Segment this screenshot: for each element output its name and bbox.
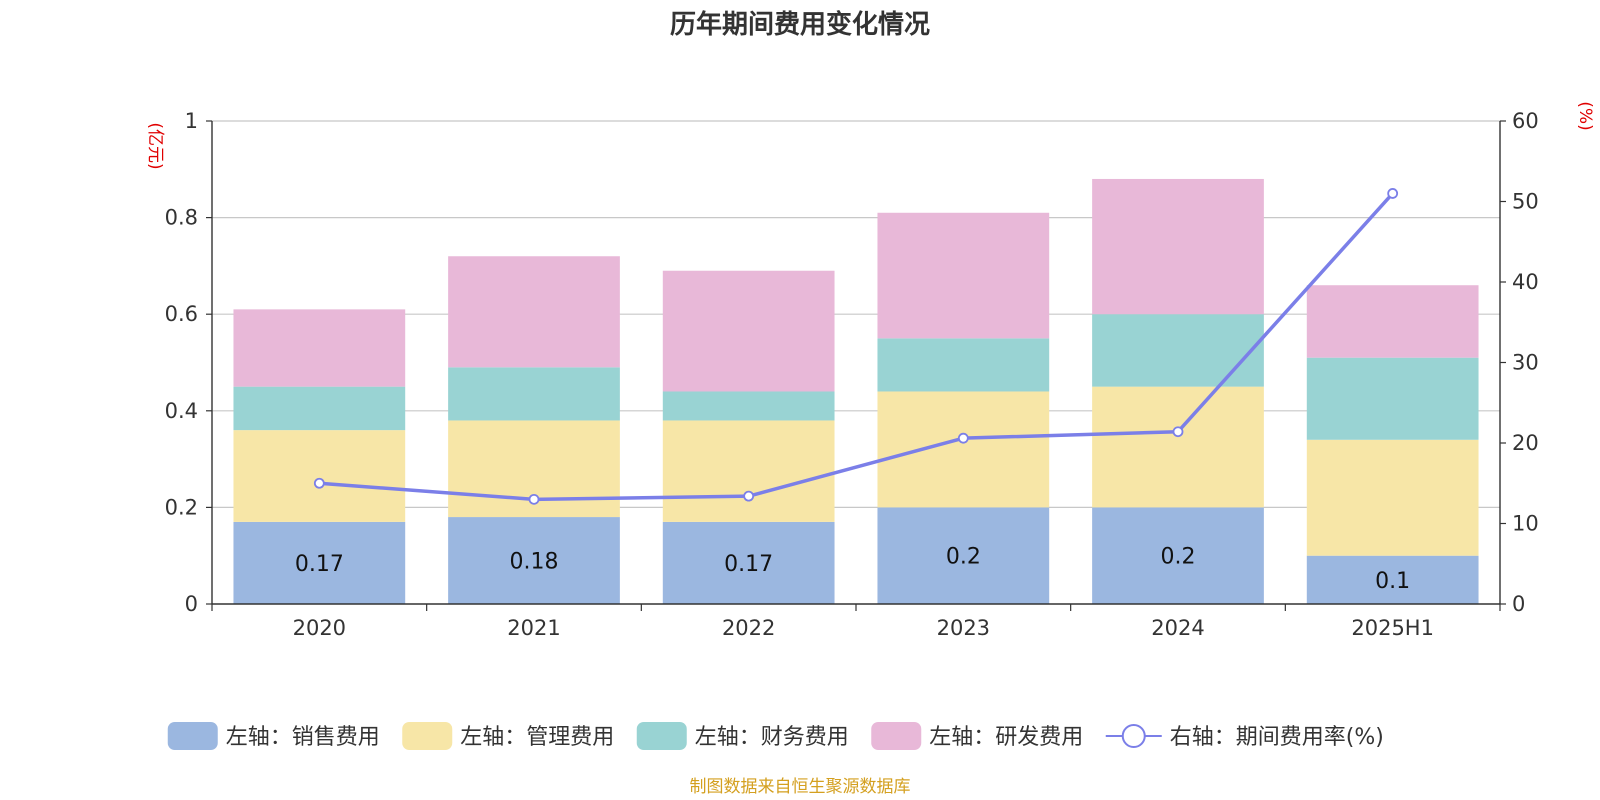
bar-segment	[662, 420, 835, 522]
bar-data-label: 0.17	[724, 552, 773, 577]
bar-segment	[233, 430, 406, 522]
y-left-unit: (亿元)	[145, 122, 165, 169]
y-left-tick-label: 1	[185, 109, 198, 133]
legend-label: 左轴：财务费用	[695, 725, 849, 750]
bar-segment	[1092, 178, 1264, 315]
y-left-tick-label: 0.6	[165, 302, 198, 326]
bar-segment	[448, 517, 620, 604]
x-tick-label: 2023	[937, 616, 990, 640]
bars	[233, 178, 1479, 604]
legend-label: 左轴：研发费用	[929, 725, 1083, 750]
bar-segment	[233, 309, 406, 387]
rate-line-path	[319, 192, 1394, 502]
legend-swatch	[402, 722, 453, 750]
data-labels: 0.17 0.18 0.17 0.2 0.2 0.1	[295, 545, 1410, 594]
y-right-tick-label: 20	[1512, 431, 1539, 455]
bar-segment	[233, 386, 406, 431]
bar-segment	[1306, 285, 1479, 358]
legend-line-marker	[1121, 724, 1146, 748]
y-left-tick-label: 0.4	[165, 399, 198, 423]
bar-segment	[877, 507, 1050, 604]
legend-label: 左轴：管理费用	[460, 725, 614, 750]
x-tick-label: 2025H1	[1351, 616, 1434, 640]
x-tick-label: 2021	[507, 616, 560, 640]
y-left-tick-label: 0.8	[165, 206, 198, 230]
legend-swatch	[167, 722, 218, 750]
rate-line-point	[1387, 188, 1399, 199]
grid-lines	[212, 120, 1500, 508]
bar-segment	[1092, 507, 1264, 604]
bar-segment	[877, 338, 1050, 392]
x-tick-label: 2024	[1151, 616, 1204, 640]
legend-swatch	[871, 722, 922, 750]
bar-segment	[1306, 357, 1479, 440]
y-right-tick-label: 0	[1512, 592, 1525, 616]
bar-segment	[448, 256, 620, 368]
y-right-tick-label: 50	[1512, 190, 1539, 214]
bar-segment	[1092, 314, 1264, 387]
bar-segment	[233, 521, 406, 604]
y-right-unit: (%)	[1575, 101, 1595, 130]
bar-data-label: 0.17	[295, 552, 344, 577]
bar-segment	[1306, 555, 1479, 604]
rate-line-point	[1172, 426, 1184, 438]
legend-swatch	[636, 722, 687, 750]
chart-title: 历年期间费用变化情况	[670, 9, 930, 40]
y-left-tick-label: 0	[185, 592, 198, 616]
rate-line-point	[528, 493, 540, 505]
bar-segment	[1306, 439, 1479, 556]
x-tick-label: 2022	[722, 616, 775, 640]
bar-segment	[662, 521, 835, 604]
bar-data-label: 0.2	[946, 545, 981, 570]
legend: 左轴：销售费用 左轴：管理费用 左轴：财务费用 左轴：研发费用 右轴：期间费用率(%)	[167, 722, 1384, 750]
y-right-tick-label: 10	[1512, 512, 1539, 536]
rate-line-point	[313, 477, 325, 489]
y-left-tick-label: 0.2	[165, 495, 198, 519]
bar-segment	[662, 391, 835, 421]
rate-line-point	[743, 490, 755, 502]
bar-segment	[877, 391, 1050, 508]
bar-data-label: 0.2	[1161, 545, 1196, 570]
x-tick-label: 2020	[293, 616, 346, 640]
y-right-tick-label: 60	[1512, 109, 1539, 133]
bar-segment	[1092, 386, 1264, 508]
y-right-tick-label: 40	[1512, 270, 1539, 294]
bar-segment	[877, 212, 1050, 339]
bar-data-label: 0.1	[1375, 569, 1410, 594]
y-right-tick-label: 30	[1512, 351, 1539, 375]
legend-label: 右轴：期间费用率(%)	[1170, 725, 1384, 750]
source-note: 制图数据来自恒生聚源数据库	[690, 777, 911, 797]
legend-label: 左轴：销售费用	[226, 725, 380, 750]
rate-line-point	[957, 432, 969, 444]
bar-data-label: 0.18	[510, 550, 559, 575]
bar-segment	[662, 270, 835, 392]
rate-line	[313, 188, 1399, 505]
bar-segment	[448, 367, 620, 421]
